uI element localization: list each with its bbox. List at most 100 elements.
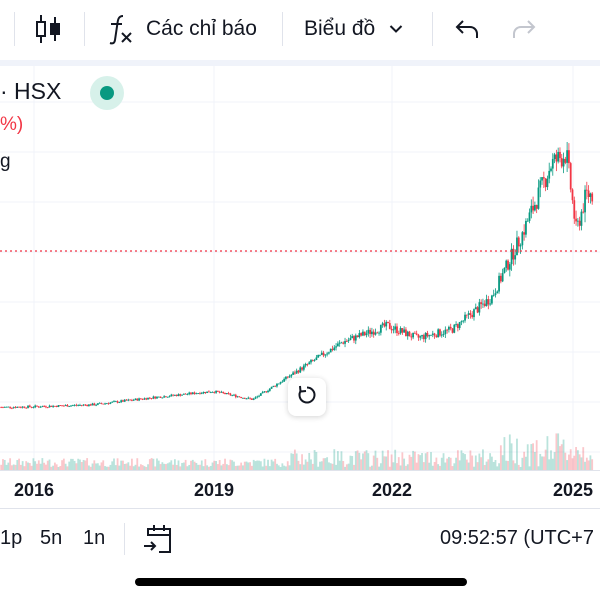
candle-body bbox=[292, 372, 294, 375]
volume-bar bbox=[378, 466, 380, 470]
volume-bar bbox=[36, 463, 38, 470]
volume-bar bbox=[417, 454, 420, 470]
volume-bar bbox=[206, 465, 209, 470]
range-button-1p[interactable]: 1p bbox=[0, 527, 23, 549]
candle-body bbox=[485, 299, 488, 307]
legend-symbol[interactable]: · HSX bbox=[0, 78, 62, 104]
volume-bar bbox=[372, 455, 375, 470]
indicators-button[interactable]: Các chỉ báo bbox=[108, 10, 257, 48]
volume-bar bbox=[421, 453, 423, 470]
candle-body bbox=[533, 204, 536, 211]
time-axis[interactable]: 2016 2019 2022 2025 bbox=[0, 470, 600, 506]
volume-bar bbox=[512, 460, 515, 470]
volume-bar bbox=[165, 464, 167, 470]
candle-body bbox=[281, 381, 284, 383]
candle-body bbox=[64, 405, 67, 406]
volume-bar bbox=[131, 458, 133, 470]
redo-button[interactable] bbox=[512, 10, 536, 48]
volume-bar bbox=[91, 463, 94, 470]
chart-type-button[interactable]: Biểu đồ bbox=[304, 10, 403, 48]
volume-bar bbox=[95, 463, 97, 470]
range-button-5n[interactable]: 5n bbox=[40, 527, 63, 549]
volume-bar bbox=[505, 460, 508, 470]
volume-bar bbox=[281, 463, 284, 470]
market-open-dot-icon[interactable] bbox=[90, 76, 124, 110]
volume-bar bbox=[12, 464, 15, 470]
volume-bar bbox=[471, 455, 474, 470]
volume-bar bbox=[322, 458, 325, 470]
candle-body bbox=[566, 150, 569, 163]
candle-body bbox=[132, 399, 135, 401]
candle-body bbox=[390, 328, 393, 331]
volume-bar bbox=[122, 460, 124, 470]
candle-body bbox=[474, 307, 477, 310]
undo-button[interactable] bbox=[455, 10, 479, 48]
candle-body bbox=[215, 390, 217, 393]
volume-bar bbox=[96, 463, 99, 470]
volume-bar bbox=[333, 449, 336, 470]
reset-chart-button[interactable] bbox=[288, 378, 326, 416]
candle-body bbox=[345, 341, 348, 342]
candle-body bbox=[59, 405, 62, 406]
volume-bar bbox=[267, 459, 269, 470]
candle-body bbox=[508, 264, 511, 270]
volume-bar bbox=[293, 449, 296, 470]
candle-body bbox=[351, 336, 354, 339]
volume-bar bbox=[156, 458, 158, 470]
candle-body bbox=[254, 397, 257, 399]
candle-body bbox=[216, 390, 219, 392]
candle-body bbox=[455, 324, 457, 325]
candle-body bbox=[335, 346, 337, 348]
candle-body bbox=[362, 331, 364, 336]
volume-bar bbox=[256, 460, 259, 470]
candle-body bbox=[372, 331, 375, 335]
candle-body bbox=[102, 403, 105, 405]
candle-body bbox=[324, 354, 327, 356]
candle-body bbox=[139, 398, 142, 400]
volume-bar bbox=[64, 463, 67, 470]
volume-bar bbox=[186, 466, 189, 470]
volume-bar bbox=[535, 440, 538, 470]
volume-bar bbox=[347, 463, 350, 470]
volume-bar bbox=[578, 454, 581, 470]
volume-bar bbox=[551, 458, 554, 470]
volume-bar bbox=[43, 462, 46, 470]
go-to-date-button[interactable] bbox=[142, 523, 174, 560]
volume-bar bbox=[258, 460, 260, 470]
candle-body bbox=[548, 170, 551, 179]
volume-bar bbox=[172, 464, 175, 470]
candle-body bbox=[75, 404, 78, 406]
volume-bar bbox=[30, 465, 33, 470]
candle-body bbox=[499, 275, 502, 282]
volume-bar bbox=[476, 462, 479, 470]
candle-body bbox=[290, 374, 293, 377]
volume-bar bbox=[566, 460, 569, 470]
price-chart[interactable] bbox=[0, 66, 600, 470]
candle-body bbox=[408, 331, 411, 337]
volume-bar bbox=[263, 458, 266, 470]
candle-style-button[interactable] bbox=[34, 10, 62, 48]
volume-bar bbox=[247, 462, 250, 470]
candle-body bbox=[569, 163, 572, 190]
volume-bar bbox=[238, 465, 241, 470]
candle-body bbox=[582, 211, 585, 213]
volume-bar bbox=[390, 454, 393, 470]
candle-body bbox=[209, 392, 212, 394]
candle-body bbox=[306, 363, 309, 365]
timezone-clock[interactable]: 09:52:57 (UTC+7 bbox=[440, 527, 594, 549]
volume-bar bbox=[478, 453, 481, 470]
chart-pane[interactable] bbox=[0, 66, 600, 508]
candle-body bbox=[560, 158, 563, 167]
toolbar-separator-strip bbox=[0, 60, 600, 66]
volume-bar bbox=[494, 460, 497, 470]
volume-bar bbox=[213, 460, 216, 470]
volume-bar bbox=[492, 461, 495, 470]
volume-bar bbox=[480, 457, 483, 470]
candle-body bbox=[299, 367, 302, 373]
candle-body bbox=[553, 154, 556, 160]
chart-type-label: Biểu đồ bbox=[304, 17, 376, 40]
candle-body bbox=[589, 193, 592, 197]
candle-body bbox=[129, 399, 132, 401]
range-button-1n[interactable]: 1n bbox=[83, 527, 106, 549]
candle-body bbox=[383, 323, 386, 327]
